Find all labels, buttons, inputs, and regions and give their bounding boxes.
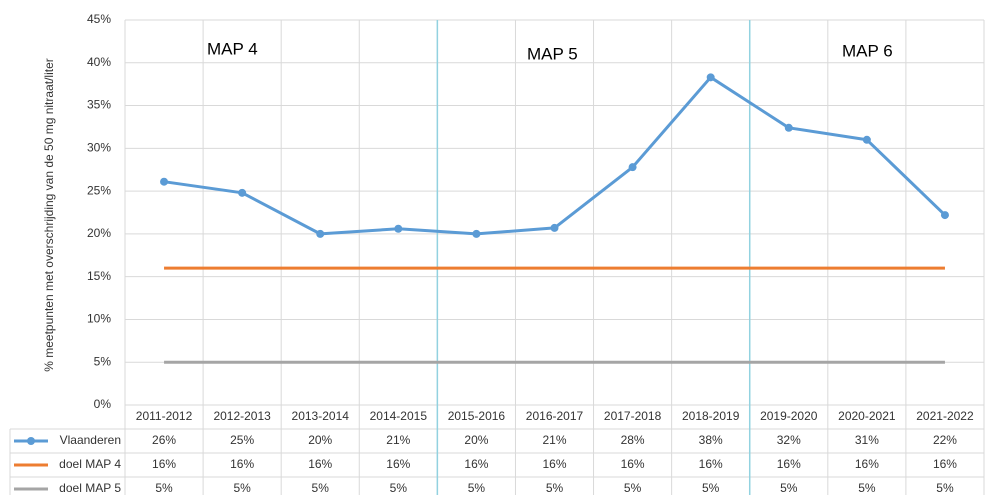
data-point bbox=[628, 163, 637, 172]
y-tick-label: 35% bbox=[87, 98, 111, 112]
x-tick-label: 2012-2013 bbox=[213, 409, 271, 423]
data-point bbox=[784, 123, 793, 132]
table-value: 16% bbox=[386, 457, 410, 471]
data-point bbox=[394, 224, 403, 233]
data-point bbox=[940, 211, 949, 220]
x-tick-label: 2011-2012 bbox=[136, 409, 193, 423]
y-tick-label: 45% bbox=[87, 12, 111, 26]
data-point bbox=[238, 188, 247, 197]
legend-label: Vlaanderen bbox=[60, 433, 121, 447]
table-value: 20% bbox=[464, 433, 488, 447]
x-tick-label: 2017-2018 bbox=[604, 409, 662, 423]
x-tick-label: 2015-2016 bbox=[448, 409, 506, 423]
table-value: 16% bbox=[308, 457, 332, 471]
annotation: MAP 6 bbox=[842, 41, 893, 60]
table-value: 5% bbox=[155, 481, 173, 495]
table-value: 26% bbox=[152, 433, 176, 447]
table-value: 25% bbox=[230, 433, 254, 447]
table-value: 21% bbox=[542, 433, 566, 447]
x-tick-label: 2013-2014 bbox=[292, 409, 350, 423]
table-value: 5% bbox=[546, 481, 564, 495]
table-value: 5% bbox=[780, 481, 798, 495]
table-value: 16% bbox=[542, 457, 566, 471]
y-tick-label: 30% bbox=[87, 141, 111, 155]
table-value: 16% bbox=[699, 457, 723, 471]
y-tick-label: 20% bbox=[87, 226, 111, 240]
table-value: 31% bbox=[855, 433, 879, 447]
x-tick-label: 2021-2022 bbox=[916, 409, 974, 423]
y-tick-label: 25% bbox=[87, 183, 111, 197]
x-tick-label: 2016-2017 bbox=[526, 409, 584, 423]
table-value: 16% bbox=[933, 457, 957, 471]
y-tick-label: 10% bbox=[87, 312, 111, 326]
y-axis-label: % meetpunten met overschrijding van de 5… bbox=[42, 58, 56, 372]
table-value: 38% bbox=[699, 433, 723, 447]
annotation: MAP 5 bbox=[527, 44, 578, 63]
table-value: 16% bbox=[621, 457, 645, 471]
y-tick-label: 5% bbox=[94, 354, 112, 368]
table-value: 5% bbox=[233, 481, 251, 495]
y-tick-label: 0% bbox=[94, 397, 112, 411]
table-value: 20% bbox=[308, 433, 332, 447]
annotation: MAP 4 bbox=[207, 39, 258, 58]
table-value: 16% bbox=[152, 457, 176, 471]
table-value: 28% bbox=[621, 433, 645, 447]
table-value: 5% bbox=[936, 481, 954, 495]
x-tick-label: 2020-2021 bbox=[838, 409, 896, 423]
data-point bbox=[316, 229, 325, 238]
y-tick-label: 40% bbox=[87, 55, 111, 69]
table-value: 22% bbox=[933, 433, 957, 447]
x-tick-label: 2018-2019 bbox=[682, 409, 740, 423]
x-tick-label: 2019-2020 bbox=[760, 409, 818, 423]
table-value: 16% bbox=[855, 457, 879, 471]
legend-label: doel MAP 5 bbox=[59, 481, 121, 495]
legend-marker bbox=[27, 437, 35, 445]
table-value: 5% bbox=[624, 481, 642, 495]
table-value: 16% bbox=[777, 457, 801, 471]
table-value: 5% bbox=[858, 481, 876, 495]
table-value: 5% bbox=[702, 481, 720, 495]
x-tick-label: 2014-2015 bbox=[370, 409, 428, 423]
table-value: 16% bbox=[464, 457, 488, 471]
table-value: 5% bbox=[468, 481, 486, 495]
legend-label: doel MAP 4 bbox=[59, 457, 121, 471]
table-value: 5% bbox=[312, 481, 330, 495]
table-value: 32% bbox=[777, 433, 801, 447]
y-tick-label: 15% bbox=[87, 269, 111, 283]
data-point bbox=[862, 135, 871, 144]
table-value: 16% bbox=[230, 457, 254, 471]
data-point bbox=[472, 229, 481, 238]
data-point bbox=[160, 177, 169, 186]
data-point bbox=[550, 223, 559, 232]
table-value: 5% bbox=[390, 481, 408, 495]
table-value: 21% bbox=[386, 433, 410, 447]
data-point bbox=[706, 73, 715, 82]
